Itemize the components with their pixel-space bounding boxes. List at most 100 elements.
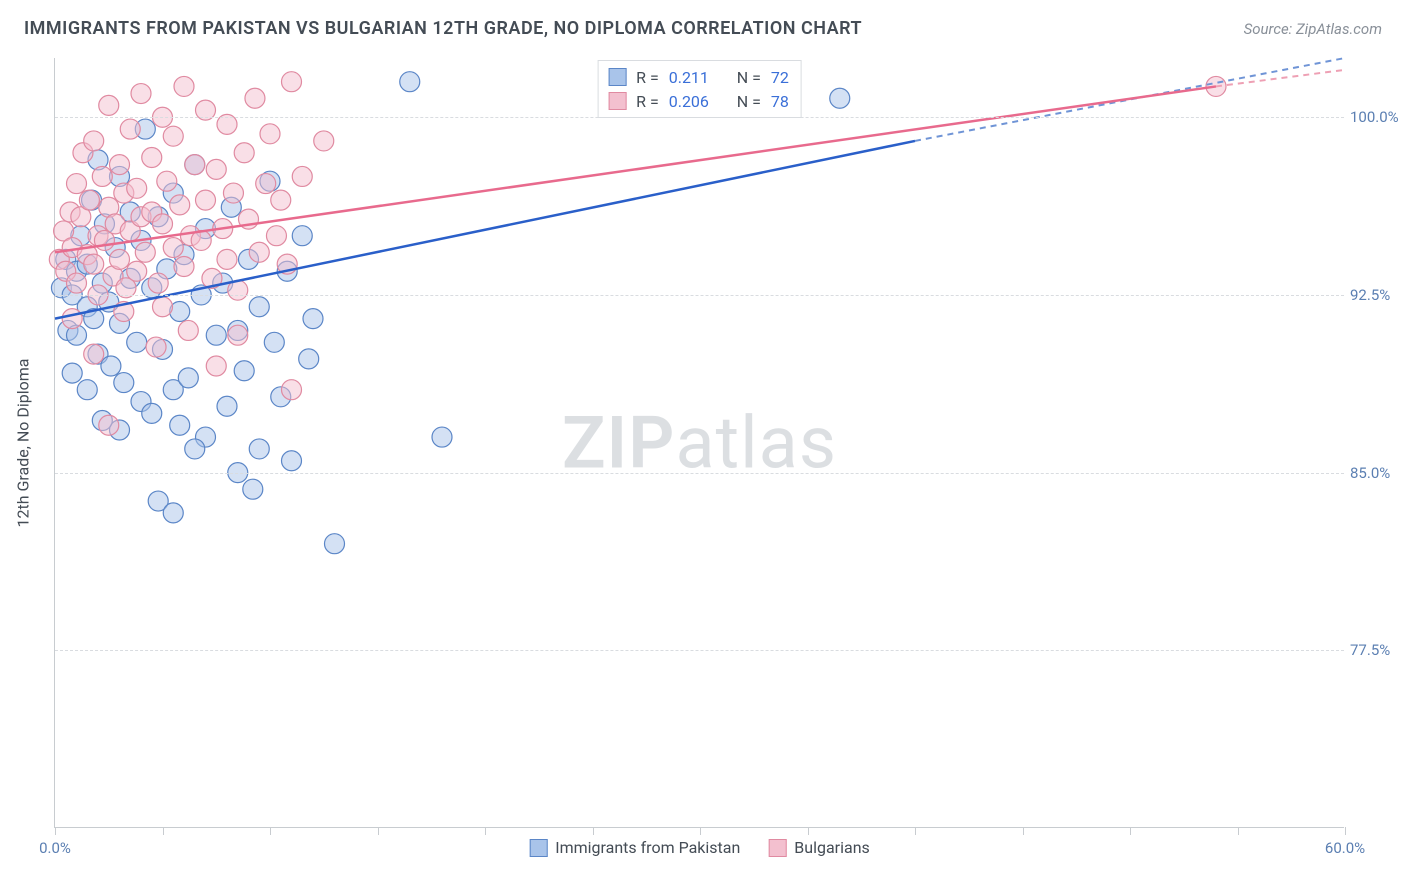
y-tick-label: 92.5% bbox=[1350, 286, 1406, 304]
source-label: Source: ZipAtlas.com bbox=[1244, 20, 1382, 38]
bottom-legend: Immigrants from Pakistan Bulgarians bbox=[529, 838, 870, 857]
legend-swatch-bulgarians bbox=[768, 839, 786, 857]
title-bar: IMMIGRANTS FROM PAKISTAN VS BULGARIAN 12… bbox=[24, 18, 1382, 39]
x-tick bbox=[1238, 827, 1239, 835]
y-tick-label: 100.0% bbox=[1350, 108, 1406, 126]
scatter-point bbox=[84, 254, 104, 274]
scatter-point bbox=[114, 373, 134, 393]
n-label: N = bbox=[737, 68, 761, 87]
scatter-point bbox=[92, 166, 112, 186]
scatter-point bbox=[178, 368, 198, 388]
scatter-point bbox=[127, 261, 147, 281]
legend-item-bulgarians: Bulgarians bbox=[768, 838, 869, 857]
scatter-point bbox=[62, 309, 82, 329]
scatter-point bbox=[163, 238, 183, 258]
r-label-2: R = bbox=[636, 92, 659, 111]
x-tick-label: 0.0% bbox=[39, 839, 71, 857]
n-value-pakistan: 72 bbox=[771, 68, 789, 87]
scatter-point bbox=[170, 195, 190, 215]
scatter-point bbox=[282, 451, 302, 471]
stats-legend: R = 0.211 N = 72 R = 0.206 N = 78 bbox=[597, 60, 802, 118]
scatter-point bbox=[127, 332, 147, 352]
x-tick bbox=[593, 827, 594, 835]
scatter-point bbox=[99, 95, 119, 115]
legend-item-pakistan: Immigrants from Pakistan bbox=[529, 838, 740, 857]
scatter-point bbox=[178, 320, 198, 340]
x-tick bbox=[1345, 827, 1346, 835]
scatter-point bbox=[148, 273, 168, 293]
x-tick bbox=[270, 827, 271, 835]
scatter-point bbox=[206, 356, 226, 376]
scatter-point bbox=[292, 226, 312, 246]
y-tick-label: 85.0% bbox=[1350, 464, 1406, 482]
scatter-point bbox=[271, 190, 291, 210]
scatter-point bbox=[142, 148, 162, 168]
scatter-point bbox=[84, 344, 104, 364]
scatter-point bbox=[314, 131, 334, 151]
x-tick bbox=[700, 827, 701, 835]
scatter-point bbox=[62, 363, 82, 383]
scatter-point bbox=[163, 503, 183, 523]
x-tick bbox=[1023, 827, 1024, 835]
scatter-point bbox=[196, 190, 216, 210]
chart-svg bbox=[55, 58, 1344, 827]
scatter-point bbox=[245, 88, 265, 108]
gridline-h bbox=[55, 295, 1344, 296]
x-tick-label: 60.0% bbox=[1325, 839, 1365, 857]
scatter-point bbox=[142, 403, 162, 423]
scatter-point bbox=[101, 356, 121, 376]
scatter-point bbox=[256, 174, 276, 194]
scatter-point bbox=[249, 439, 269, 459]
gridline-h bbox=[55, 650, 1344, 651]
x-tick bbox=[915, 827, 916, 835]
scatter-point bbox=[206, 159, 226, 179]
x-tick bbox=[55, 827, 56, 835]
scatter-point bbox=[303, 309, 323, 329]
scatter-point bbox=[325, 534, 345, 554]
stats-row-pakistan: R = 0.211 N = 72 bbox=[608, 65, 789, 89]
r-value-pakistan: 0.211 bbox=[669, 68, 721, 87]
scatter-point bbox=[292, 166, 312, 186]
gridline-h bbox=[55, 473, 1344, 474]
scatter-point bbox=[234, 143, 254, 163]
scatter-point bbox=[127, 178, 147, 198]
scatter-point bbox=[223, 183, 243, 203]
gridline-h bbox=[55, 117, 1344, 118]
n-label-2: N = bbox=[737, 92, 761, 111]
scatter-point bbox=[185, 155, 205, 175]
n-value-bulgarians: 78 bbox=[771, 92, 789, 111]
scatter-point bbox=[77, 380, 97, 400]
legend-swatch-pakistan bbox=[529, 839, 547, 857]
legend-label-pakistan: Immigrants from Pakistan bbox=[555, 838, 740, 857]
scatter-point bbox=[79, 190, 99, 210]
scatter-point bbox=[153, 214, 173, 234]
scatter-point bbox=[266, 226, 286, 246]
trendline-extrapolated bbox=[1216, 70, 1345, 87]
swatch-bulgarians bbox=[608, 92, 626, 110]
r-value-bulgarians: 0.206 bbox=[669, 92, 721, 111]
x-tick bbox=[485, 827, 486, 835]
scatter-point bbox=[249, 242, 269, 262]
scatter-point bbox=[299, 349, 319, 369]
y-tick-label: 77.5% bbox=[1350, 641, 1406, 659]
scatter-point bbox=[174, 76, 194, 96]
scatter-point bbox=[249, 297, 269, 317]
x-tick bbox=[378, 827, 379, 835]
y-axis-label: 12th Grade, No Diploma bbox=[14, 358, 33, 527]
scatter-point bbox=[243, 479, 263, 499]
plot-area: 12th Grade, No Diploma ZIPatlas R = 0.21… bbox=[54, 58, 1344, 828]
x-tick bbox=[1130, 827, 1131, 835]
legend-label-bulgarians: Bulgarians bbox=[794, 838, 869, 857]
scatter-point bbox=[264, 332, 284, 352]
scatter-point bbox=[432, 427, 452, 447]
scatter-point bbox=[206, 325, 226, 345]
scatter-point bbox=[110, 155, 130, 175]
scatter-point bbox=[67, 273, 87, 293]
scatter-point bbox=[153, 297, 173, 317]
x-tick bbox=[163, 827, 164, 835]
scatter-point bbox=[185, 439, 205, 459]
scatter-point bbox=[67, 174, 87, 194]
chart-title: IMMIGRANTS FROM PAKISTAN VS BULGARIAN 12… bbox=[24, 18, 862, 39]
scatter-point bbox=[84, 131, 104, 151]
scatter-point bbox=[120, 119, 140, 139]
